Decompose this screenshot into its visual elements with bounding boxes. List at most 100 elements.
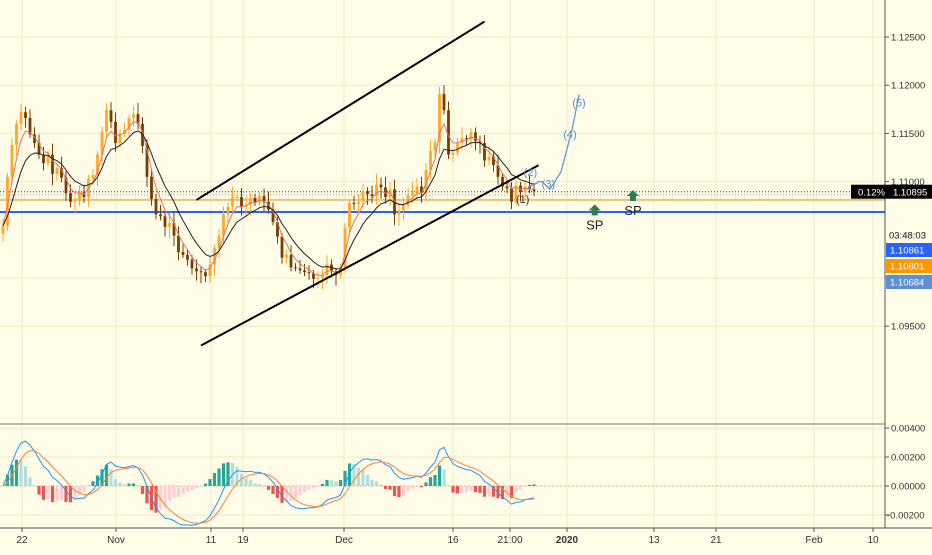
up-arrow-icon <box>627 189 639 201</box>
channel-lower-line <box>200 164 539 347</box>
candle-body <box>222 214 225 236</box>
x-tick-label: 10 <box>867 535 879 546</box>
x-tick-label: 19 <box>237 535 249 546</box>
macd-histogram-bar <box>118 482 122 486</box>
macd-histogram-bar <box>271 486 275 494</box>
macd-histogram-bar <box>181 486 185 495</box>
macd-histogram-bar <box>203 483 208 486</box>
candle-body <box>307 272 311 274</box>
candle-body <box>64 177 68 194</box>
candle-body <box>357 201 360 204</box>
macd-histogram-bar <box>410 486 415 489</box>
candle-body <box>204 272 207 277</box>
macd-histogram-bar <box>172 486 176 498</box>
x-tick-label: Feb <box>805 535 823 546</box>
candle-body <box>213 248 216 265</box>
candle-body <box>37 143 41 155</box>
candle-body <box>483 143 486 161</box>
macd-histogram-bar <box>46 486 50 500</box>
macd-histogram-bar <box>374 481 379 486</box>
candle-body <box>424 170 428 194</box>
candle-body <box>118 133 122 144</box>
macd-histogram-bar <box>460 486 464 493</box>
macd-histogram-bar <box>316 486 320 487</box>
candle-body <box>100 131 104 155</box>
candle-body <box>343 227 347 268</box>
macd-histogram-bar <box>361 469 365 486</box>
candle-body <box>132 114 135 118</box>
macd-histogram-bar <box>419 486 424 488</box>
macd-line <box>2 440 535 526</box>
macd-histogram-bar <box>122 484 127 486</box>
candle-body <box>276 222 279 237</box>
wave-label: (4) <box>563 129 576 141</box>
level-a-label: 1.10861 <box>890 246 924 257</box>
macd-histogram-bar <box>55 486 59 501</box>
x-tick-label: 21 <box>710 535 722 546</box>
candle-body <box>429 150 432 171</box>
macd-histogram-bar <box>478 486 482 493</box>
macd-histogram-bar <box>415 486 419 487</box>
x-tick-label: Nov <box>107 535 125 546</box>
wave-label: (1) <box>516 194 529 206</box>
candle-body <box>136 114 140 124</box>
candle-body <box>303 270 306 273</box>
candle-body <box>150 176 153 199</box>
macd-histogram-bar <box>109 469 113 486</box>
macd-histogram-bar <box>280 486 284 503</box>
macd-histogram-bar <box>275 486 280 499</box>
candle-body <box>1 225 5 234</box>
macd-histogram-bar <box>154 486 158 513</box>
level-c-tag <box>886 275 932 289</box>
y-tick-label: 1.11000 <box>891 177 925 188</box>
candle-body <box>321 275 324 278</box>
candle-body <box>46 154 50 164</box>
candle-body <box>451 152 455 155</box>
macd-histogram-bar <box>163 486 167 507</box>
candle-body <box>415 186 419 194</box>
macd-histogram-bar <box>505 486 509 498</box>
macd-histogram-bar <box>487 486 491 497</box>
macd-histogram-bar <box>320 483 325 486</box>
candle-body <box>316 278 320 279</box>
level-a-tag <box>886 243 932 257</box>
candle-body <box>294 267 297 269</box>
candle-body <box>492 156 495 166</box>
macd-histogram-bar <box>500 486 505 500</box>
candle-body <box>496 165 500 177</box>
macd-histogram-bar <box>406 486 410 492</box>
candle-body <box>249 197 252 205</box>
macd-histogram-bar <box>77 486 82 495</box>
macd-histogram-bar <box>257 484 262 486</box>
candle-body <box>186 254 189 260</box>
candle-body <box>15 123 18 145</box>
candle-body <box>60 168 63 178</box>
candle-body <box>199 271 203 273</box>
candle-body <box>69 193 72 202</box>
candle-body <box>366 191 369 195</box>
candle-body <box>109 110 113 122</box>
candle-body <box>384 187 387 198</box>
macd-histogram-bar <box>293 486 298 499</box>
candle-body <box>447 110 450 155</box>
macd-histogram-bar <box>334 481 338 486</box>
macd-histogram-bar <box>437 465 442 486</box>
macd-histogram-bar <box>262 486 266 487</box>
macd-histogram-bar <box>95 475 100 486</box>
macd-histogram-bar <box>401 486 406 496</box>
macd-histogram-bar <box>289 486 293 502</box>
macd-histogram-bar <box>176 486 181 498</box>
level-b-label: 1.10801 <box>890 262 924 273</box>
macd-y-tick-label: -0.00200 <box>887 511 925 522</box>
current-price-tag <box>851 184 932 199</box>
macd-histogram-bar <box>64 486 68 502</box>
candle-body <box>217 235 221 249</box>
y-tick-label: 1.11500 <box>891 129 925 140</box>
candle-body <box>289 254 293 268</box>
sp-label: SP <box>624 203 641 218</box>
macd-y-tick-label: 0.00200 <box>891 453 925 464</box>
x-tick-label: 2020 <box>556 535 579 546</box>
x-tick-label: 22 <box>16 535 28 546</box>
macd-histogram-bar <box>518 486 523 490</box>
